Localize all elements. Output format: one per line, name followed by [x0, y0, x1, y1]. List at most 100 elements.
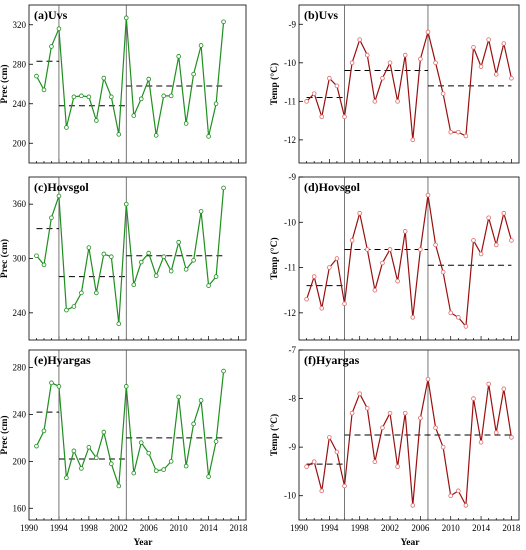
- panel-4-point-20: [456, 315, 461, 320]
- panel-4-ytick-label-1: -11: [284, 263, 296, 273]
- panel-4-ytick-label-2: -10: [284, 217, 296, 227]
- panel-4-point-25: [493, 242, 499, 248]
- panel-6-point-24: [486, 381, 491, 387]
- panel-3-point-8: [94, 290, 99, 296]
- panel-2-ytick-label-2: -10: [284, 58, 296, 68]
- panel-6-point-17: [433, 425, 438, 431]
- panel-2-point-1: [311, 91, 317, 96]
- panel-4-series-line: [306, 195, 512, 328]
- panel-6-point-14: [410, 503, 416, 508]
- panel-3-point-12: [123, 201, 129, 207]
- panel-1-point-12: [123, 15, 129, 21]
- panel-4-title: (d)Hovsgol: [304, 180, 361, 194]
- panel-6-ytick-label-1: -9: [289, 442, 297, 452]
- panel-2-ytick-label-0: -12: [284, 135, 296, 145]
- panel-4-point-9: [372, 287, 378, 293]
- panel-4: -12 -11 -10 -9 (d)Hovsgol Temp (°C): [269, 172, 520, 341]
- panel-4-point-6: [349, 238, 355, 243]
- panel-4-point-16: [425, 192, 431, 198]
- x-axis-label-left: Year: [134, 538, 154, 548]
- panel-4-point-7: [357, 210, 362, 216]
- panel-1-point-9: [101, 75, 107, 81]
- panel-2-point-18: [440, 91, 446, 96]
- panel-6-point-18: [440, 444, 446, 450]
- panel-5-ytick-label-0: 160: [13, 503, 27, 513]
- panel-5-series-line: [35, 371, 225, 487]
- panel-2-point-2: [319, 114, 325, 120]
- panel-3-point-14: [138, 259, 144, 265]
- panel-5-point-16: [153, 468, 159, 474]
- panel-5-point-5: [71, 448, 77, 454]
- panel-6-point-3: [327, 435, 332, 440]
- panel-6-xtick-label-2: 1998: [351, 523, 370, 533]
- panel-1-ytick-label-1: 240: [13, 99, 27, 109]
- panel-1-point-15: [146, 76, 152, 82]
- panel-4-point-21: [463, 324, 469, 329]
- panel-3-point-18: [168, 268, 174, 274]
- panel-4-ytick-label-3: -9: [289, 172, 297, 182]
- panel-6-point-1: [311, 459, 317, 465]
- panel-4-point-26: [501, 210, 507, 216]
- panel-6-xtick-label-6: 2014: [472, 523, 491, 533]
- panel-3-point-20: [183, 267, 189, 272]
- panel-3-point-21: [191, 258, 196, 263]
- panel-3: 240 300 360 (c)Hovsgol Prec (cm): [0, 176, 247, 341]
- panel-4-frame: [298, 176, 520, 341]
- panel-3-point-16: [153, 273, 159, 279]
- panel-5-point-10: [109, 461, 114, 467]
- x-axis-label-right: Year: [401, 538, 421, 548]
- panel-5-point-12: [123, 384, 129, 389]
- panel-6-point-21: [463, 503, 469, 508]
- panel-6-title: (f)Hyargas: [304, 353, 360, 367]
- panel-6-xtick-label-7: 2018: [502, 523, 521, 533]
- panel-5-point-15: [146, 450, 152, 456]
- panel-1-point-8: [94, 118, 99, 123]
- panel-2: -12 -11 -10 -9 (b)Uvs Temp (°C): [269, 4, 520, 164]
- panel-4-ytick-label-0: -12: [284, 308, 296, 318]
- panel-5-point-20: [183, 463, 189, 469]
- panel-1-point-6: [79, 93, 84, 99]
- panel-2-point-21: [463, 133, 469, 139]
- panel-3-point-5: [71, 304, 77, 309]
- panel-5-point-22: [198, 398, 204, 403]
- panel-5-point-23: [206, 474, 211, 479]
- panel-5-point-9: [101, 429, 107, 435]
- panel-2-title: (b)Uvs: [304, 8, 338, 22]
- panel-6-point-2: [319, 488, 325, 494]
- panel-6-xtick-label-3: 2002: [381, 523, 399, 533]
- panel-1-point-2: [49, 44, 54, 49]
- panel-5-xtick-label-3: 2002: [110, 523, 128, 533]
- panel-4-point-17: [433, 242, 438, 248]
- panel-5-point-19: [176, 394, 181, 400]
- panel-2-point-26: [501, 41, 507, 46]
- panel-6-xtick-label-4: 2006: [411, 523, 430, 533]
- panel-5-point-6: [79, 466, 84, 471]
- panel-5-point-21: [191, 421, 196, 427]
- panel-6-point-10: [380, 425, 385, 431]
- panel-4-point-8: [364, 247, 370, 252]
- panel-2-point-25: [493, 72, 499, 77]
- panel-4-point-1: [311, 274, 317, 279]
- panel-2-point-7: [357, 37, 362, 42]
- panel-5-frame: [28, 349, 247, 521]
- panel-5-point-3: [56, 384, 62, 389]
- panel-4-point-24: [486, 215, 491, 221]
- panel-1: 200 240 280 320 (a)Uvs Prec (cm): [0, 4, 247, 164]
- panel-4-point-13: [402, 229, 408, 234]
- panel-3-point-3: [56, 193, 62, 199]
- panel-3-title: (c)Hovsgol: [34, 180, 89, 194]
- panel-4-point-15: [418, 247, 423, 252]
- panel-1-point-7: [86, 94, 92, 100]
- panel-6-point-20: [456, 488, 461, 494]
- panel-1-point-19: [176, 54, 181, 59]
- panel-3-point-1: [41, 262, 47, 268]
- panel-6: -10 -9 -8 -7 1990 1994 1998 2002 2006 2010 2014 201…: [269, 345, 521, 533]
- panel-1-point-23: [206, 134, 211, 139]
- panel-5-point-8: [94, 455, 99, 461]
- panel-5-y-axis-label: Prec (cm): [0, 415, 10, 454]
- panel-4-point-27: [509, 238, 514, 243]
- panel-4-point-12: [395, 278, 400, 284]
- panel-3-ytick-label-2: 360: [13, 199, 27, 209]
- panel-2-point-4: [334, 83, 340, 89]
- panel-6-point-8: [364, 405, 370, 411]
